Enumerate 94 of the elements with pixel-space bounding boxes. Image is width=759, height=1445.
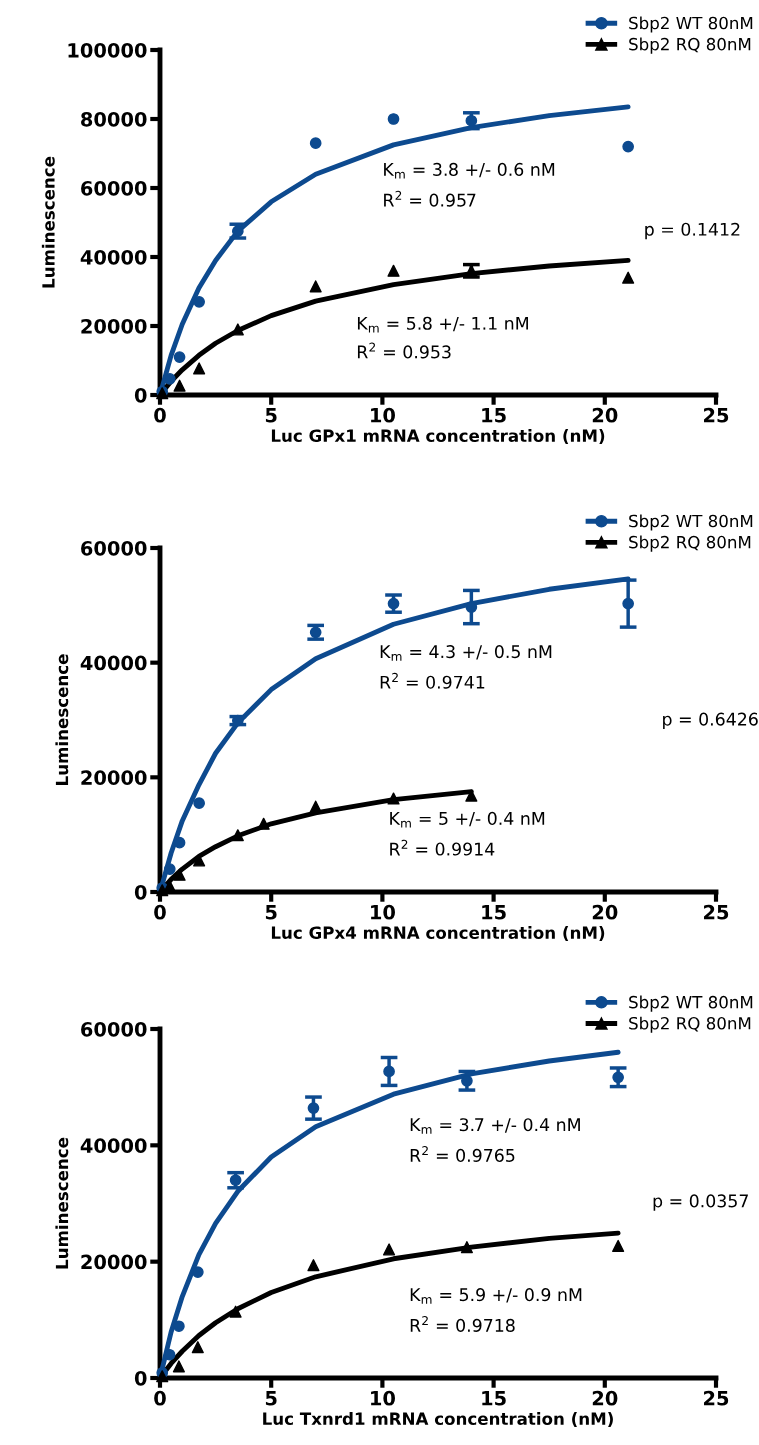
x-tick-label: 20 [592,1390,618,1406]
point [172,1360,185,1373]
x-tick-label: 5 [265,1391,277,1406]
annotation: K$_{m}$ = 5.8 +/- 1.1 nM [357,316,528,333]
point [309,137,322,149]
point [622,140,634,153]
x-tick-label: 0 [154,904,166,920]
point [229,1174,242,1187]
point [387,264,400,277]
x-tick-label: 0 [154,1390,166,1406]
point [173,351,186,363]
x-axis-title: Luc GPx4 mRNA concentration (nM) [271,926,605,941]
point [622,597,634,610]
y-tick-label: 60000 [81,180,147,196]
point [465,114,478,127]
point [622,271,635,284]
legend-label: Sbp2 RQ 80nM [629,37,751,54]
x-tick-label: 5 [265,905,277,920]
y-tick-label: 40000 [80,655,147,671]
x-tick-label: 5 [265,408,277,423]
legend-label: Sbp2 WT 80nM [629,514,753,531]
legend-label: Sbp2 RQ 80nM [629,535,751,552]
annotation: R$^{2}$ = 0.957 [384,190,476,207]
point [156,1370,169,1383]
legend-label: Sbp2 RQ 80nM [629,1016,751,1033]
x-tick-label: 25 [704,407,729,423]
y-axis-title: Luminescence [41,156,55,288]
x-tick-label: 20 [592,904,618,920]
point [163,863,176,875]
annotation: K$_{m}$ = 4.3 +/- 0.5 nM [380,645,552,661]
point [387,597,400,610]
y-tick-label: 40000 [80,249,147,265]
point [612,1071,624,1084]
x-tick-label: 15 [482,1391,506,1406]
point [307,1102,320,1114]
point [465,601,478,613]
x-axis-title: Luc Txnrd1 mRNA concentration (nM) [263,1412,613,1427]
point [382,1243,396,1256]
x-tick-label: 10 [371,904,395,920]
x-tick-label: 20 [592,407,618,423]
annotation: p = 0.1412 [645,222,740,240]
x-tick-label: 25 [704,1390,729,1406]
point [163,1348,176,1361]
y-tick-label: 0 [134,387,147,403]
annotation: R$^{2}$ = 0.9741 [380,672,485,689]
y-tick-label: 20000 [81,1254,147,1270]
point [193,296,205,308]
y-tick-label: 80000 [81,111,147,127]
annotation: K$_{m}$ = 5 +/- 0.4 nM [390,811,545,828]
x-axis-title: Luc GPx1 mRNA concentration (nM) [271,429,605,444]
x-tick-label: 10 [371,407,395,423]
x-tick-label: 15 [482,408,506,423]
annotation: K$_{m}$ = 3.7 +/- 0.4 nM [410,1118,580,1134]
point [387,792,400,805]
point [173,379,186,392]
point [191,1341,204,1354]
point [309,280,322,293]
y-tick-label: 100000 [68,42,147,58]
x-tick-label: 15 [482,905,506,920]
point [383,1065,395,1078]
point [193,797,205,809]
y-tick-label: 0 [134,1370,147,1386]
annotation: K$_{m}$ = 3.8 +/- 0.6 nM [384,162,555,179]
y-axis-title: Luminescence [55,1137,69,1269]
point [229,1305,242,1318]
point [465,789,478,802]
y-tick-label: 0 [134,884,147,900]
point [307,1259,320,1272]
y-tick-label: 20000 [81,318,147,334]
annotation: R$^{2}$ = 0.953 [357,342,451,359]
y-tick-label: 60000 [81,1021,147,1037]
legend-label: Sbp2 WT 80nM [629,995,753,1012]
point [193,362,206,375]
point [173,868,186,881]
point [309,800,322,813]
point [173,1320,185,1333]
annotation: R$^{2}$ = 0.9718 [410,1316,515,1332]
point [612,1239,625,1253]
annotation: p = 0.6426 [663,712,758,730]
legend-label: Sbp2 WT 80nM [629,16,753,33]
x-tick-label: 10 [371,1390,395,1406]
y-tick-label: 40000 [80,1138,147,1153]
annotation: R$^{2}$ = 0.9765 [410,1146,515,1162]
point [387,113,400,125]
x-tick-label: 0 [154,407,166,423]
annotation: K$_{m}$ = 5.9 +/- 0.9 nM [410,1288,582,1304]
annotation: R$^{2}$ = 0.9914 [390,839,495,856]
y-axis-title: Luminescence [55,654,69,785]
x-tick-label: 25 [704,904,729,920]
point [460,1241,473,1254]
annotation: p = 0.0357 [653,1194,748,1211]
y-tick-label: 20000 [81,770,147,785]
point [231,829,244,842]
y-tick-label: 60000 [81,540,147,556]
